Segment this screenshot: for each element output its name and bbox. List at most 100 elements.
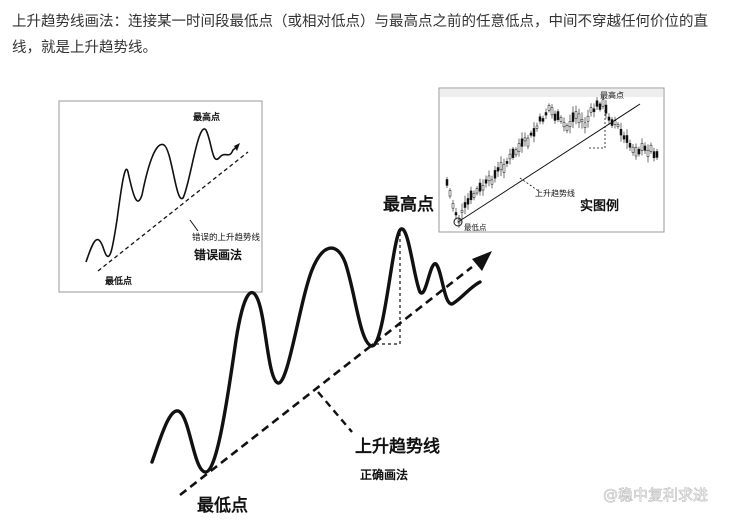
candle-body xyxy=(613,120,617,125)
candle-body xyxy=(553,113,557,121)
real-example-header-bar xyxy=(440,89,663,97)
candle-body xyxy=(589,107,593,113)
candle-body xyxy=(649,144,653,152)
candle-body xyxy=(526,137,530,147)
candle-body xyxy=(631,146,635,153)
intro-paragraph: 上升趋势线画法：连接某一时间段最低点（或相对低点）与最高点之前的任意低点，中间不… xyxy=(12,14,708,56)
wrong-trendline-label: 错误的上升趋势线 xyxy=(192,232,261,243)
real-trendline-label: 上升趋势线 xyxy=(535,188,575,198)
watermark-logo-icon xyxy=(585,487,599,501)
candle-body xyxy=(487,175,491,182)
main-trendline-arrowhead xyxy=(472,251,492,271)
candle-body xyxy=(586,115,590,122)
candle-body xyxy=(460,209,464,213)
candle-body xyxy=(466,198,470,205)
candle-body xyxy=(583,122,587,128)
main-high-label: 最高点 xyxy=(383,194,434,215)
watermark-text: @稳中复利求进 xyxy=(603,486,708,504)
wrong-high-label: 最高点 xyxy=(193,111,220,123)
candle-body xyxy=(478,182,482,192)
candle-body xyxy=(514,149,518,156)
candle-body xyxy=(604,104,608,114)
candle-body xyxy=(601,99,605,107)
candle-body xyxy=(475,188,479,194)
candle-body xyxy=(565,125,569,131)
wrong-wave-arrowhead xyxy=(234,143,240,151)
candle-body xyxy=(643,145,647,151)
candle-body xyxy=(544,112,548,116)
candle-body xyxy=(505,161,509,164)
candle-body xyxy=(535,125,539,129)
candle-body xyxy=(532,128,536,137)
candle-body xyxy=(499,162,503,171)
candle-body xyxy=(595,100,599,107)
candle-body xyxy=(511,148,515,158)
wrong-trendline xyxy=(97,151,249,272)
wrong-low-label: 最低点 xyxy=(105,275,132,287)
candle-body xyxy=(556,111,560,120)
candle-body xyxy=(490,179,494,185)
candle-body xyxy=(463,202,467,208)
wrong-method-title: 错误画法 xyxy=(194,247,242,262)
real-example-panel: 最高点 上升趋势线 实图例 最低点 xyxy=(438,87,665,233)
candle-body xyxy=(616,124,620,127)
real-trendline-pointer xyxy=(519,177,541,193)
candle-body xyxy=(520,138,524,147)
candle-body xyxy=(541,118,545,122)
candle-body xyxy=(550,107,554,116)
candle-body xyxy=(472,192,476,198)
main-drop-guide xyxy=(372,233,401,345)
correct-method-subtitle: 正确画法 xyxy=(360,467,408,482)
candle-body xyxy=(496,167,500,172)
candle-body xyxy=(622,135,626,140)
candle-body xyxy=(538,116,542,122)
candle-body xyxy=(508,153,512,160)
candle-body xyxy=(637,148,641,155)
main-trendline-label: 上升趋势线 xyxy=(355,436,440,457)
candle-body xyxy=(628,143,632,148)
real-high-label: 最高点 xyxy=(600,90,624,100)
real-trendline xyxy=(457,103,641,223)
candle-body xyxy=(451,203,455,209)
candle-body xyxy=(484,179,488,184)
candle-body xyxy=(448,190,452,197)
candle-body xyxy=(607,116,611,121)
main-trendline-pointer xyxy=(317,391,353,433)
candle-body xyxy=(574,111,578,119)
candle-body xyxy=(592,108,596,113)
candle-body xyxy=(577,113,581,124)
candle-body xyxy=(445,179,449,186)
candle-body xyxy=(502,164,506,173)
wrong-method-panel: 最高点 错误的上升趋势线 错误画法 最低点 xyxy=(58,100,263,293)
candle-body xyxy=(568,121,572,128)
wrong-trendline-pointer xyxy=(189,219,199,232)
candle-body xyxy=(562,121,566,128)
candle-body xyxy=(517,143,521,152)
correct-method-diagram: 最高点 上升趋势线 正确画法 最低点 xyxy=(150,194,492,516)
candle-body xyxy=(619,128,623,136)
main-low-label: 最低点 xyxy=(197,495,248,516)
candle-body xyxy=(655,151,659,158)
candle-body xyxy=(454,212,458,216)
candle-body xyxy=(625,135,629,143)
wrong-method-frame xyxy=(58,100,263,293)
candle-body xyxy=(493,170,497,179)
real-low-label: 最低点 xyxy=(464,222,487,232)
candle-body xyxy=(529,132,533,136)
candle-body xyxy=(469,190,473,201)
candle-body xyxy=(634,147,638,157)
candlestick-series xyxy=(445,96,659,228)
candle-body xyxy=(547,105,551,111)
main-trendline xyxy=(179,265,473,497)
candle-body xyxy=(523,137,527,142)
candle-body xyxy=(559,117,563,122)
candle-body xyxy=(652,151,656,159)
watermark: @稳中复利求进 xyxy=(585,486,708,504)
candle-body xyxy=(640,143,644,151)
wrong-price-wave xyxy=(85,128,239,263)
real-drop-guide xyxy=(587,110,606,149)
candle-body xyxy=(580,119,584,123)
real-example-title: 实图例 xyxy=(580,198,619,214)
real-low-marker xyxy=(453,217,463,227)
main-price-wave xyxy=(150,227,482,474)
